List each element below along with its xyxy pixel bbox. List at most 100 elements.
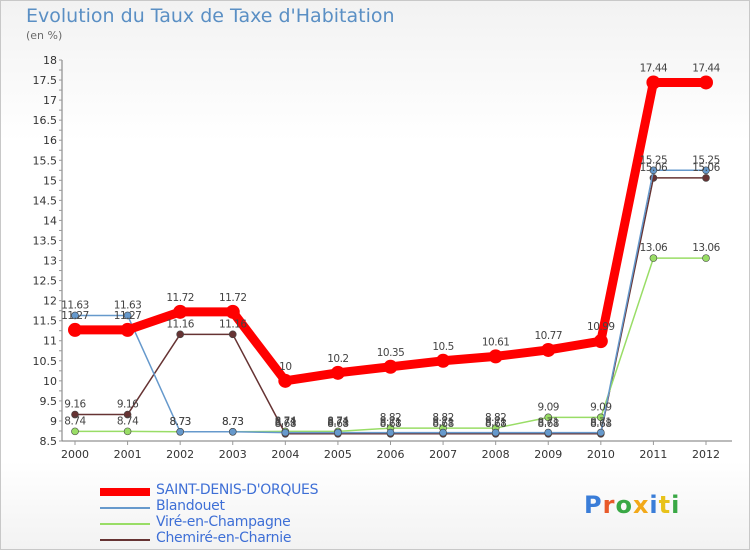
data-point [71, 427, 79, 436]
legend-label: SAINT-DENIS-D'ORQUES [156, 482, 319, 498]
data-point [68, 322, 82, 337]
data-label: 8.82 [485, 412, 506, 424]
data-label: 11.72 [219, 292, 247, 304]
data-label: 8.74 [117, 415, 139, 427]
data-label: 11.27 [114, 310, 142, 322]
legend-swatch [100, 507, 150, 509]
data-point [123, 427, 132, 436]
x-tick-label: 2005 [324, 448, 352, 461]
legend-label: Chemiré-en-Charnie [156, 530, 292, 546]
data-label: 17.44 [640, 62, 668, 74]
data-label: 8.73 [222, 416, 243, 428]
logo-letter: x [632, 491, 650, 519]
data-label: 11.72 [166, 292, 194, 304]
data-label: 9.09 [590, 401, 611, 413]
data-label: 8.82 [432, 412, 453, 424]
y-tick-label: 13.5 [33, 234, 58, 247]
data-label: 11.27 [61, 310, 89, 322]
data-label: 10.99 [587, 321, 615, 333]
data-point [702, 174, 710, 182]
data-label: 10.35 [377, 347, 405, 359]
data-point [439, 428, 447, 437]
x-tick-label: 2007 [429, 448, 457, 461]
data-point [228, 330, 237, 339]
y-tick-label: 11 [43, 335, 57, 348]
y-tick-label: 17.5 [33, 74, 58, 87]
data-label: 10.2 [327, 353, 348, 365]
data-label: 10.77 [534, 330, 562, 342]
data-point [330, 365, 345, 380]
data-label: 8.68 [327, 418, 348, 430]
data-label: 9.16 [64, 399, 86, 411]
data-point [334, 428, 342, 437]
y-tick-label: 13 [43, 255, 57, 268]
data-point [120, 322, 135, 337]
data-point [228, 427, 237, 436]
data-point [649, 254, 658, 262]
proxiti-logo: Proxiti [584, 491, 680, 519]
data-point [593, 334, 608, 349]
x-tick-label: 2008 [482, 448, 510, 461]
data-point [488, 349, 503, 364]
data-label: 8.71 [327, 417, 348, 429]
chart-title: Evolution du Taux de Taxe d'Habitation [26, 5, 395, 27]
data-point [123, 311, 132, 320]
legend-label: Blandouet [156, 498, 225, 514]
x-tick-label: 2010 [587, 448, 615, 461]
data-label: 8.74 [64, 415, 86, 427]
x-tick-label: 2002 [166, 448, 194, 461]
x-tick-label: 2004 [271, 448, 299, 461]
y-tick-label: 10 [43, 375, 57, 388]
data-label: 8.68 [590, 418, 611, 430]
data-point [597, 428, 605, 437]
x-tick-label: 2001 [114, 448, 142, 461]
data-label: 8.73 [169, 416, 190, 428]
data-label: 8.71 [380, 417, 401, 429]
data-label: 8.82 [380, 412, 401, 424]
data-label: 8.74 [327, 415, 349, 427]
legend-swatch [100, 523, 150, 525]
data-label: 8.71 [538, 417, 559, 429]
data-point [702, 166, 710, 175]
data-label: 8.68 [380, 418, 401, 430]
data-label: 9.16 [117, 399, 139, 411]
data-point [176, 427, 184, 436]
data-point [544, 428, 553, 437]
data-label: 8.74 [275, 415, 297, 427]
x-tick-label: 2006 [377, 448, 405, 461]
logo-letter: i [649, 491, 659, 519]
data-label: 8.68 [538, 418, 559, 430]
data-point [173, 304, 188, 319]
y-tick-label: 14.5 [33, 194, 58, 207]
data-point [646, 75, 661, 90]
x-tick-label: 2009 [534, 448, 562, 461]
data-label: 10.5 [432, 341, 453, 353]
data-label: 10.61 [482, 336, 510, 348]
data-label: 11.63 [114, 299, 142, 311]
data-point [71, 410, 79, 419]
logo-letter: t [658, 491, 672, 519]
y-tick-label: 15 [43, 174, 57, 187]
data-point [281, 428, 290, 437]
x-tick-label: 2012 [692, 448, 720, 461]
y-tick-label: 18 [43, 54, 57, 67]
data-label: 8.68 [485, 418, 506, 430]
y-tick-label: 17 [43, 94, 57, 107]
data-label: 8.73 [169, 416, 190, 428]
data-point [71, 311, 79, 320]
legend-label: Viré-en-Champagne [156, 514, 291, 530]
logo-letter: o [615, 491, 633, 519]
data-point [544, 413, 553, 422]
series-line-main [70, 77, 711, 386]
data-label: 15.06 [692, 162, 720, 174]
data-point [541, 342, 556, 357]
data-point [649, 166, 658, 175]
data-label: 8.71 [275, 417, 296, 429]
data-label: 17.44 [692, 62, 720, 74]
data-label: 11.63 [61, 299, 89, 311]
legend-swatch [100, 488, 150, 496]
y-tick-label: 16.5 [33, 114, 58, 127]
x-tick-label: 2003 [219, 448, 247, 461]
data-point [383, 359, 398, 374]
y-tick-label: 8.5 [40, 435, 58, 448]
